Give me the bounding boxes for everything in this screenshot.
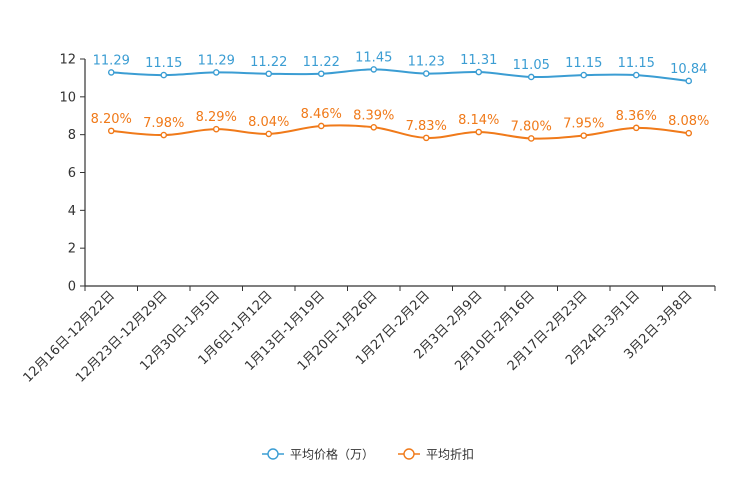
data-label: 11.31 <box>460 53 497 68</box>
y-tick-label: 6 <box>68 166 76 181</box>
data-point[interactable] <box>317 70 325 78</box>
y-tick-label: 2 <box>68 242 76 257</box>
y-tick-label: 0 <box>68 280 76 295</box>
data-label: 7.80% <box>511 119 552 134</box>
data-label: 8.46% <box>301 107 342 122</box>
data-point[interactable] <box>370 123 378 131</box>
data-point[interactable] <box>527 73 535 81</box>
data-point[interactable] <box>632 124 640 132</box>
data-label: 11.15 <box>145 56 182 71</box>
axes: 02468101212月16日-12月22日12月23日-12月29日12月30… <box>21 53 716 386</box>
legend[interactable]: 平均价格（万） 平均折扣 <box>262 447 474 462</box>
series-line <box>111 68 689 82</box>
data-label: 11.15 <box>618 56 655 71</box>
data-label: 8.04% <box>248 115 289 130</box>
data-label: 8.29% <box>196 110 237 125</box>
series-1: 8.20% 7.98% 8.29% 8.04% 8.46% 8.39% 7.83% 8.14%… <box>91 107 709 142</box>
data-label: 11.22 <box>250 55 287 70</box>
data-point[interactable] <box>475 68 483 76</box>
data-point[interactable] <box>527 135 535 142</box>
data-label: 7.98% <box>143 116 184 131</box>
data-label: 11.29 <box>198 53 235 68</box>
data-label: 8.20% <box>91 112 132 127</box>
data-point[interactable] <box>107 69 115 76</box>
data-point[interactable] <box>160 131 168 139</box>
data-point[interactable] <box>422 70 430 77</box>
legend-marker-icon <box>403 448 415 460</box>
data-point[interactable] <box>212 69 220 76</box>
y-tick-label: 10 <box>59 90 76 105</box>
data-point[interactable] <box>160 71 168 79</box>
data-label: 8.36% <box>616 109 657 124</box>
data-point[interactable] <box>422 134 430 142</box>
data-label: 11.15 <box>565 56 602 71</box>
data-point[interactable] <box>580 132 588 139</box>
legend-item-0[interactable]: 平均价格（万） <box>262 447 374 462</box>
legend-item-1[interactable]: 平均折扣 <box>398 447 474 462</box>
data-label: 7.83% <box>406 119 447 134</box>
data-label: 7.95% <box>563 117 604 132</box>
data-point[interactable] <box>685 77 693 85</box>
legend-marker-icon <box>267 448 279 460</box>
data-label: 11.23 <box>408 55 445 70</box>
series-line <box>111 124 689 140</box>
y-tick-label: 4 <box>68 204 76 219</box>
data-label: 11.22 <box>303 55 340 70</box>
series-0: 11.29 11.15 11.29 11.22 11.22 11.45 11.23 11.31… <box>93 50 707 85</box>
data-label: 11.05 <box>513 58 550 73</box>
data-label: 8.08% <box>668 114 709 129</box>
data-label: 11.45 <box>355 50 392 65</box>
series-layer: 11.29 11.15 11.29 11.22 11.22 11.45 11.23 11.31… <box>91 50 709 142</box>
x-tick-label: 12月23日-12月29日 <box>73 288 170 385</box>
legend-label: 平均折扣 <box>426 447 474 462</box>
data-label: 8.39% <box>353 108 394 123</box>
data-point[interactable] <box>265 130 273 138</box>
legend-label: 平均价格（万） <box>290 447 374 462</box>
data-point[interactable] <box>685 129 693 137</box>
data-point[interactable] <box>317 122 325 130</box>
y-tick-label: 12 <box>59 53 76 68</box>
data-point[interactable] <box>370 66 378 73</box>
y-tick-label: 8 <box>68 128 76 143</box>
data-point[interactable] <box>632 71 640 79</box>
data-point[interactable] <box>265 70 273 78</box>
data-point[interactable] <box>580 71 588 79</box>
data-label: 10.84 <box>670 62 707 77</box>
data-label: 11.29 <box>93 53 130 68</box>
x-tick-label: 12月16日-12月22日 <box>21 288 118 385</box>
data-point[interactable] <box>107 127 115 135</box>
data-point[interactable] <box>212 125 220 133</box>
data-point[interactable] <box>475 128 483 136</box>
data-label: 8.14% <box>458 113 499 128</box>
